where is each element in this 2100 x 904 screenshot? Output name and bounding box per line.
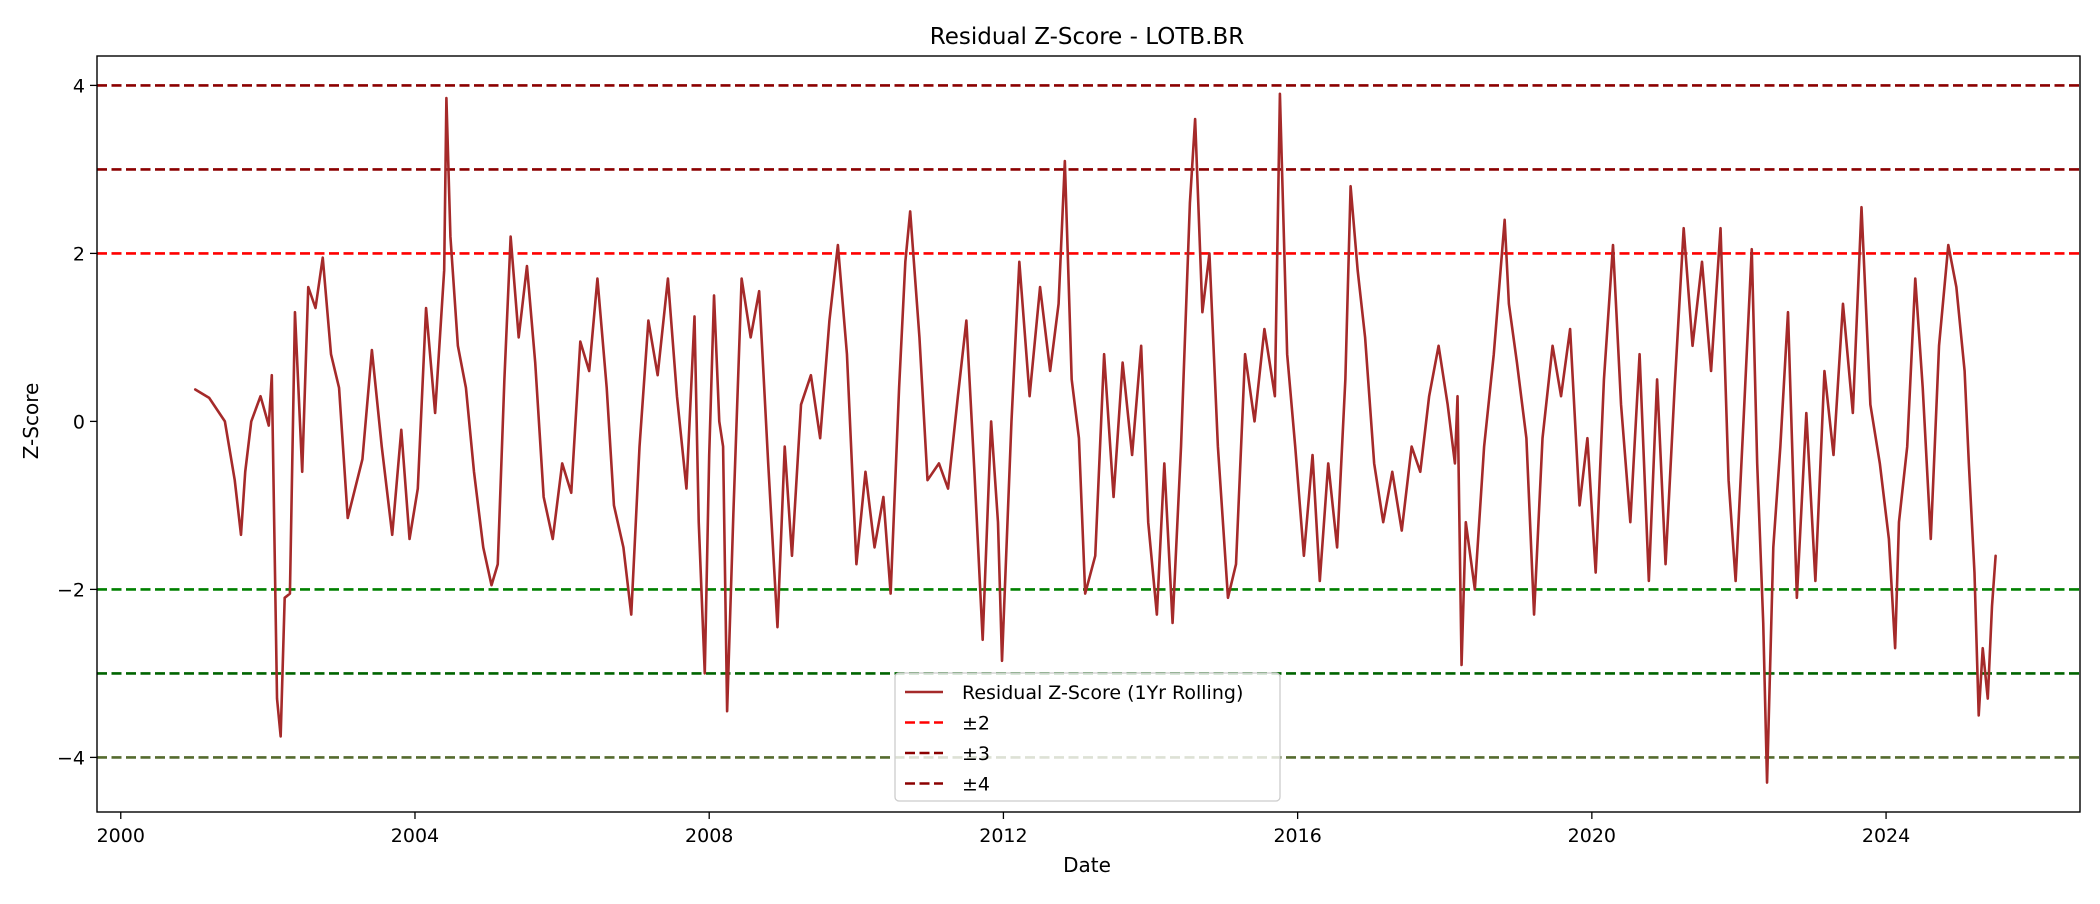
legend-label: ±2 <box>962 713 990 735</box>
x-tick-label: 2016 <box>1273 825 1321 847</box>
chart-title: Residual Z-Score - LOTB.BR <box>930 24 1244 50</box>
series-layer <box>193 92 1997 784</box>
legend-label: ±3 <box>962 743 990 765</box>
x-tick-label: 2004 <box>391 825 439 847</box>
x-tick-label: 2000 <box>97 825 145 847</box>
legend: Residual Z-Score (1Yr Rolling) ±2 ±3 ±4 <box>894 672 1281 802</box>
y-axis-label: Z-Score <box>19 383 43 460</box>
y-tick-label: −2 <box>57 579 85 601</box>
y-axis-ticks: 4 2 0 −2 −4 <box>57 75 97 769</box>
legend-label: ±4 <box>962 774 990 796</box>
x-tick-label: 2024 <box>1862 825 1910 847</box>
y-tick-label: −4 <box>57 747 85 769</box>
y-tick-label: 0 <box>73 411 85 433</box>
x-axis-label: Date <box>1063 853 1111 877</box>
legend-label: Residual Z-Score (1Yr Rolling) <box>962 682 1243 704</box>
x-tick-label: 2008 <box>685 825 733 847</box>
y-tick-label: 2 <box>73 243 85 265</box>
x-tick-label: 2020 <box>1568 825 1616 847</box>
series-line-residual-z-score <box>193 92 1997 784</box>
x-tick-label: 2012 <box>979 825 1027 847</box>
plot-frame <box>96 55 2081 813</box>
legend-box <box>894 672 1281 802</box>
y-tick-label: 4 <box>73 75 85 97</box>
x-axis-ticks: 2000 2004 2008 2012 2016 2020 2024 <box>97 812 1910 847</box>
